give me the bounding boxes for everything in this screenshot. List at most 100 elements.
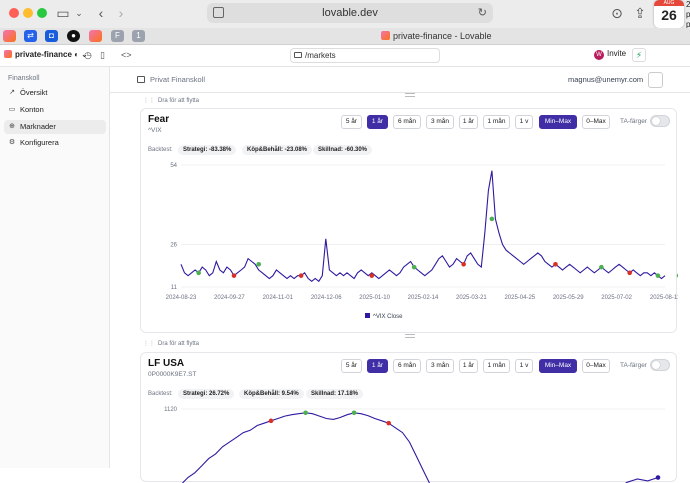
x-tick-label: 2024-08-23 [166,295,197,301]
route-input[interactable]: /markets [290,48,440,63]
range-ytd-button[interactable]: 1 år [459,359,478,373]
series-line-tail [596,478,658,483]
card-ticker: 0P0000K9E7.ST [148,371,196,378]
address-bar[interactable]: lovable.dev ↻ [207,3,493,23]
calendar-notification[interactable]: AUG 26 [654,0,684,28]
signal-marker [553,262,558,267]
x-tick-label: 2025-07-02 [601,295,632,301]
ta-colors-label: TA-färger [620,362,647,369]
invite-label: Invite [607,49,626,58]
share-icon[interactable]: ⇪ [632,5,648,21]
scale-minmax-button[interactable]: Min–Max [539,115,577,129]
code-icon[interactable]: <> [121,50,132,60]
x-tick-label: 2025-03-21 [456,295,487,301]
zoom-window-button[interactable] [37,8,47,18]
range-5y-button[interactable]: 5 år [341,115,362,129]
lf-usa-line-chart: 1120 [141,403,678,483]
bolt-icon[interactable]: ⚡ [632,48,646,62]
signal-marker [303,410,308,415]
page-settings-icon[interactable] [213,7,224,18]
back-button[interactable]: ‹ [93,5,109,21]
signal-marker [386,421,391,426]
sidebar-item-label: Översikt [20,88,48,97]
pinned-tab-bitwarden[interactable]: ◘ [45,30,58,42]
drag-handle[interactable] [405,334,415,338]
series-line [181,413,451,483]
workspace-avatar: W [594,50,604,60]
app-sidebar: Finanskoll ↗ Översikt ▭ Konton ⊕ Marknad… [0,67,110,468]
gear-icon: ⚙ [8,139,16,147]
range-1m-button[interactable]: 1 mån [483,115,510,129]
range-1y-button[interactable]: 1 år [367,359,388,373]
range-6m-button[interactable]: 6 mån [393,115,421,129]
range-1w-button[interactable]: 1 v [515,115,533,129]
sidebar-item-oversikt[interactable]: ↗ Översikt [4,86,106,100]
range-3m-button[interactable]: 3 mån [426,115,454,129]
history-icon[interactable]: ◷ [84,50,92,61]
project-menu[interactable]: private-finance ◐ ⌄ [4,50,88,59]
sidebar-icon[interactable]: ▯ [100,50,105,61]
chart-line-icon: ↗ [8,89,16,97]
drag-hint: ⋮⋮Dra för att flytta [143,97,199,104]
sidebar-item-konfigurera[interactable]: ⚙ Konfigurera [4,136,106,150]
last-point-marker [656,475,661,480]
minimize-window-button[interactable] [23,8,33,18]
sidebar-toggle-icon[interactable]: ▭ [55,5,71,21]
chart-card-lf-usa: LF USA 0P0000K9E7.ST 5 år 1 år 6 mån 3 m… [140,352,677,482]
signal-marker [412,265,417,270]
x-tick-label: 2024-12-06 [311,295,342,301]
card-title: Fear [148,114,169,125]
grip-icon: ⋮⋮ [143,341,155,347]
range-6m-button[interactable]: 6 mån [393,359,421,373]
user-email: magnus@unemyr.com [568,75,643,84]
x-tick-label: 2024-09-27 [214,295,245,301]
range-ytd-button[interactable]: 1 år [459,115,478,129]
user-menu-button[interactable] [648,72,663,88]
scale-0max-button[interactable]: 0–Max [582,359,610,373]
legend-label: ^VIX Close [373,314,403,320]
scale-0max-button[interactable]: 0–Max [582,115,610,129]
range-5y-button[interactable]: 5 år [341,359,362,373]
reload-icon[interactable]: ↻ [478,3,487,23]
pinned-tab-1[interactable]: 1 [132,30,145,42]
range-1m-button[interactable]: 1 mån [483,359,510,373]
sidebar-item-marknader[interactable]: ⊕ Marknader [4,120,106,134]
main-header: Privat Finanskoll magnus@unemyr.com [110,67,690,93]
sidebar-toggle-icon[interactable] [137,76,145,83]
scale-minmax-button[interactable]: Min–Max [539,359,577,373]
range-3m-button[interactable]: 3 mån [426,359,454,373]
pinned-tab-f[interactable]: F [111,30,124,42]
sidebar-item-label: Marknader [20,122,56,131]
route-text: /markets [305,51,336,60]
signal-marker [677,273,678,278]
pinned-tab-lovable-2[interactable] [89,30,102,42]
pinned-tab-lovable[interactable] [3,30,16,42]
backtest-buy-hold: Köp&Behåll: -23.08% [242,145,312,155]
range-1y-button[interactable]: 1 år [367,115,388,129]
card-icon: ▭ [8,106,16,114]
signal-marker [369,273,374,278]
signal-marker [352,410,357,415]
chart-card-fear: Fear ^VIX 5 år 1 år 6 mån 3 mån 1 år 1 m… [140,108,677,333]
calendar-day: 26 [654,6,684,24]
notification-text: 2 p p [686,0,690,30]
pinned-tab-jira[interactable]: ⇄ [24,30,37,42]
lovable-logo-icon [4,50,12,58]
sidebar-item-konton[interactable]: ▭ Konton [4,103,106,117]
range-1w-button[interactable]: 1 v [515,359,533,373]
ta-colors-toggle[interactable] [650,115,670,127]
active-tab[interactable]: private-finance - Lovable [381,31,492,41]
signal-marker [269,419,274,424]
chevron-down-icon[interactable]: ⌄ [71,5,87,21]
monitor-icon [294,52,302,58]
pinned-tab-github[interactable]: ● [67,30,80,42]
notif-line: 2 [686,0,690,10]
close-window-button[interactable] [9,8,19,18]
forward-button[interactable]: › [113,5,129,21]
drag-handle[interactable] [405,93,415,97]
backtest-strategy: Strategi: -83.38% [178,145,236,155]
download-icon[interactable]: ⊙ [609,5,625,21]
ta-colors-toggle[interactable] [650,359,670,371]
